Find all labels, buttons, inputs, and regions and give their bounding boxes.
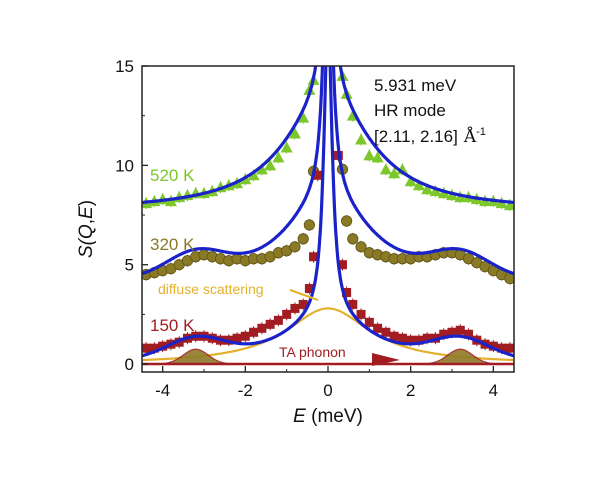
y-axis-label-e: E [76, 206, 97, 219]
y-axis-label-comma: , [76, 219, 97, 224]
data-point [264, 159, 277, 171]
data-point [297, 233, 309, 245]
data-point [397, 333, 407, 343]
q-range-unit: Å [463, 126, 477, 147]
data-point [249, 327, 259, 337]
q-range-values: [2.11, 2.16] [374, 127, 458, 146]
q-range-annotation: [2.11, 2.16] Å-1 [374, 126, 486, 147]
series-label-150k: 150 K [150, 316, 195, 335]
data-point [282, 309, 292, 319]
measurement-annotation: 5.931 meV HR mode [2.11, 2.16] Å-1 [374, 76, 486, 147]
x-axis-label-unit: (meV) [306, 406, 363, 427]
data-point [342, 288, 352, 298]
x-tick-label: 2 [406, 381, 415, 400]
data-point [289, 241, 301, 253]
data-point [406, 335, 416, 345]
x-tick-label: 0 [323, 381, 332, 400]
y-tick-label: 15 [115, 57, 134, 76]
diffuse-scattering-label: diffuse scattering [158, 281, 264, 297]
data-point [373, 323, 383, 333]
data-point [290, 303, 300, 313]
x-axis-label-var: E [293, 406, 306, 427]
data-point [303, 219, 315, 231]
x-axis-label: E (meV) [293, 406, 363, 427]
data-point [257, 323, 267, 333]
plot-area [142, 66, 514, 366]
y-axis-label-s: S( [76, 237, 97, 258]
energy-annotation: 5.931 meV [374, 76, 457, 95]
x-tick-label: 4 [489, 381, 498, 400]
y-tick-label: 10 [115, 156, 134, 175]
q-range-exponent: -1 [476, 126, 486, 138]
data-point [240, 331, 250, 341]
data-markers [142, 69, 514, 355]
x-tick-label: -4 [155, 381, 170, 400]
data-point [348, 299, 358, 309]
diffuse-scattering-arrow [289, 289, 319, 301]
data-point [149, 343, 159, 353]
data-point [421, 183, 434, 195]
y-tick-label: 5 [125, 256, 134, 275]
series-label-520k: 520 K [150, 166, 195, 185]
x-tick-label: -2 [238, 381, 253, 400]
data-point [356, 309, 366, 319]
fit-line-320k [142, 66, 514, 276]
y-axis-label-close: ) [76, 200, 97, 206]
data-point [505, 343, 514, 353]
ta-phonon-label: TA phonon [279, 344, 346, 360]
data-point [371, 151, 384, 163]
data-point [347, 233, 359, 245]
data-point [273, 315, 283, 325]
y-axis-label: S(Q,E) [76, 200, 97, 258]
data-point [363, 149, 376, 161]
mode-annotation: HR mode [374, 101, 446, 120]
data-point [298, 299, 308, 309]
data-point [412, 179, 425, 191]
data-point [404, 175, 417, 187]
data-point [297, 111, 310, 123]
fit-components [142, 307, 514, 366]
data-point [355, 241, 367, 253]
data-point [422, 333, 432, 343]
data-point [503, 199, 514, 211]
data-point [232, 333, 242, 343]
data-point [142, 343, 151, 353]
data-point [280, 141, 293, 153]
y-axis-label-q: Q [76, 224, 97, 239]
data-point [265, 319, 275, 329]
series-label-320k: 320 K [150, 235, 195, 254]
ta-phonon-arrow [372, 353, 400, 366]
data-point [488, 341, 498, 351]
y-tick-label: 0 [125, 355, 134, 374]
data-point [389, 331, 399, 341]
data-point [304, 284, 314, 294]
data-point [313, 170, 323, 180]
data-point [288, 127, 301, 139]
data-point [381, 327, 391, 337]
data-point [337, 260, 347, 270]
data-point [272, 151, 285, 163]
fit-line-150k [142, 66, 514, 358]
y-axis-ticks: 0 5 10 15 [115, 57, 148, 374]
data-point [447, 327, 457, 337]
fit-lines [142, 66, 514, 358]
data-point [158, 341, 168, 351]
data-point [340, 215, 353, 227]
data-point [455, 325, 465, 335]
data-point [309, 252, 319, 262]
data-point [497, 343, 507, 353]
data-point [364, 317, 374, 327]
data-point [414, 335, 424, 345]
data-point [464, 329, 474, 339]
fit-line-520k [142, 66, 514, 204]
data-point [388, 167, 401, 179]
x-axis-ticks: -4 -2 0 2 4 [155, 366, 498, 400]
data-point [439, 329, 449, 339]
data-point [379, 163, 392, 175]
data-point [255, 163, 268, 175]
data-point [355, 133, 368, 145]
data-point [429, 185, 442, 197]
data-point [247, 169, 260, 181]
